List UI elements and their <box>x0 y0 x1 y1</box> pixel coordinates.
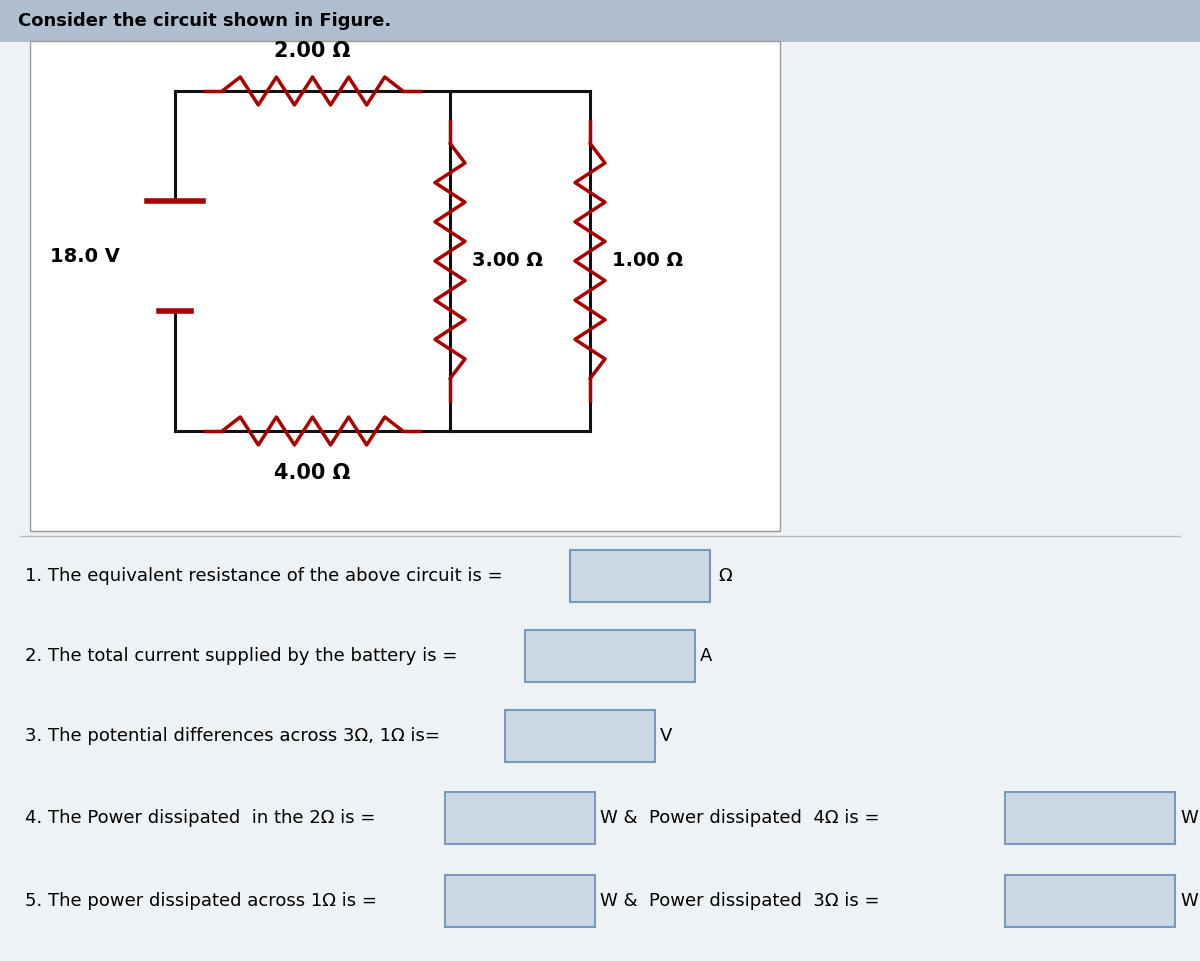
Text: 5. The power dissipated across 1Ω is =: 5. The power dissipated across 1Ω is = <box>25 892 377 910</box>
Text: 2. The total current supplied by the battery is =: 2. The total current supplied by the bat… <box>25 647 457 665</box>
Text: 1. The equivalent resistance of the above circuit is =: 1. The equivalent resistance of the abov… <box>25 567 503 585</box>
Bar <box>30 41 780 531</box>
Text: 4. The Power dissipated  in the 2Ω is =: 4. The Power dissipated in the 2Ω is = <box>25 809 376 827</box>
Text: W &  Power dissipated  4Ω is =: W & Power dissipated 4Ω is = <box>600 809 880 827</box>
Bar <box>505 710 655 762</box>
Text: W: W <box>1180 892 1198 910</box>
Text: A: A <box>700 647 713 665</box>
Text: 4.00 Ω: 4.00 Ω <box>275 463 350 483</box>
Text: 3.00 Ω: 3.00 Ω <box>472 252 542 270</box>
Bar <box>0 0 1200 42</box>
Bar <box>526 630 695 682</box>
Text: 3. The potential differences across 3Ω, 1Ω is=: 3. The potential differences across 3Ω, … <box>25 727 440 745</box>
Bar <box>570 550 710 602</box>
Bar <box>1006 875 1175 927</box>
Bar <box>445 792 595 844</box>
Bar <box>445 875 595 927</box>
Text: V: V <box>660 727 672 745</box>
Text: 1.00 Ω: 1.00 Ω <box>612 252 683 270</box>
Text: 2.00 Ω: 2.00 Ω <box>275 41 350 61</box>
Text: Consider the circuit shown in Figure.: Consider the circuit shown in Figure. <box>18 12 391 30</box>
Text: W: W <box>1180 809 1198 827</box>
Text: 18.0 V: 18.0 V <box>50 247 120 265</box>
Text: Ω: Ω <box>718 567 732 585</box>
Bar <box>1006 792 1175 844</box>
Text: W &  Power dissipated  3Ω is =: W & Power dissipated 3Ω is = <box>600 892 880 910</box>
